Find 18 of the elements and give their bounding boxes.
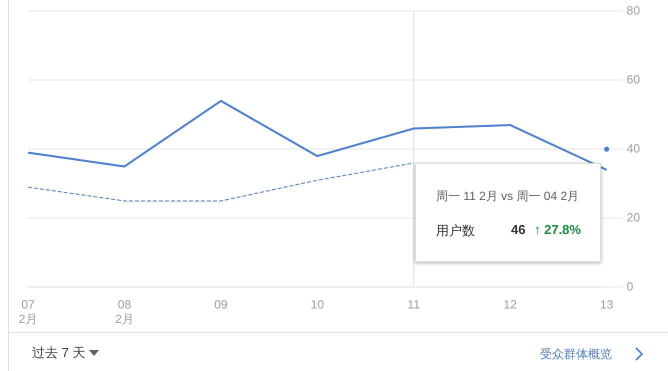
text: 过去 7 天 bbox=[32, 344, 86, 362]
x-tick-label: 10 bbox=[310, 298, 324, 312]
annotation: 用户数 bbox=[436, 222, 475, 240]
x-tick-label: 13 bbox=[600, 298, 614, 312]
annotation: 周一 11 2月 vs 周一 04 2月 bbox=[436, 188, 580, 205]
x-tick-label: 07 2月 bbox=[18, 298, 38, 326]
y-tick-label: 0 bbox=[626, 280, 634, 294]
x-tick-label: 08 2月 bbox=[115, 298, 134, 326]
y-tick-label: 60 bbox=[626, 72, 640, 87]
annotation: ↑ 27.8% bbox=[534, 222, 581, 237]
y-tick-label: 80 bbox=[626, 4, 640, 18]
annotation: 46 bbox=[511, 222, 526, 237]
x-tick-label: 11 bbox=[408, 298, 420, 312]
y-tick-label: 40 bbox=[626, 142, 640, 156]
x-tick-label: 09 bbox=[214, 298, 228, 312]
text: 受众群体概览 bbox=[540, 346, 612, 363]
x-tick-label: 12 bbox=[504, 298, 518, 312]
y-tick-label: 20 bbox=[626, 210, 640, 225]
